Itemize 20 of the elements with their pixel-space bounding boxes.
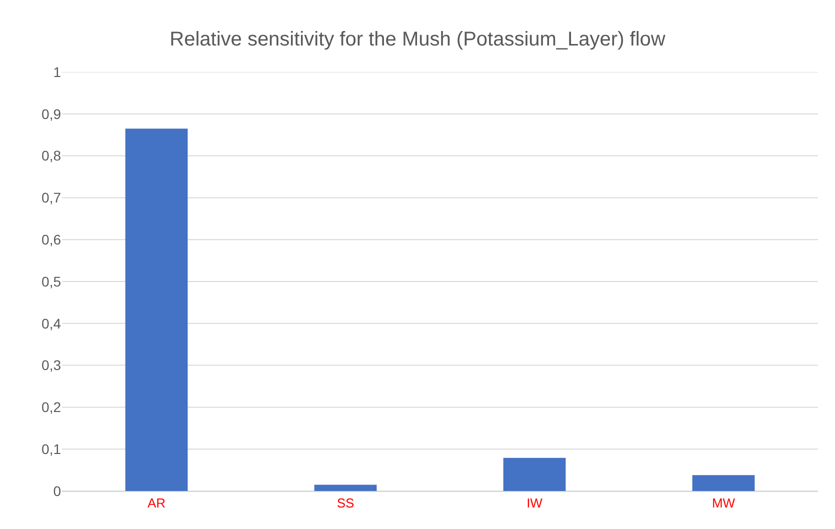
y-tick-label: 1 (53, 64, 62, 80)
x-tick-label: IW (526, 496, 544, 511)
y-tick-label: 0,7 (42, 190, 62, 206)
y-tick-label: 0,2 (42, 399, 62, 416)
chart-title: Relative sensitivity for the Mush (Potassium_Layer) flow (170, 28, 666, 51)
y-tick-label: 0,1 (42, 441, 62, 457)
y-tick-label: 0,9 (42, 106, 62, 122)
bar (314, 484, 377, 491)
y-tick-label: 0 (53, 482, 62, 499)
y-tick-label: 0,5 (42, 273, 62, 290)
x-tick-label: AR (147, 496, 166, 511)
y-tick-label: 0,8 (42, 148, 62, 164)
x-tick-label: MW (712, 496, 736, 511)
x-tick-label: SS (336, 496, 354, 511)
y-tick-label: 0,6 (42, 232, 62, 248)
bar (692, 475, 755, 491)
y-tick-label: 0,3 (42, 357, 62, 374)
bar (503, 458, 566, 491)
bar (125, 128, 188, 491)
y-tick-label: 0,4 (42, 315, 62, 332)
